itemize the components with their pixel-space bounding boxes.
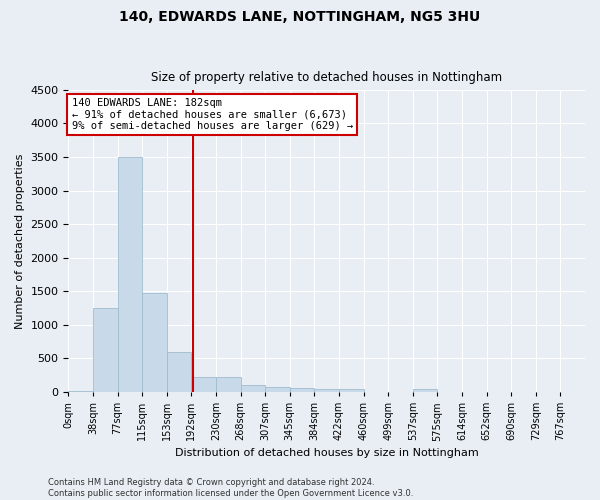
X-axis label: Distribution of detached houses by size in Nottingham: Distribution of detached houses by size … xyxy=(175,448,479,458)
Bar xyxy=(191,376,216,392)
Text: 140, EDWARDS LANE, NOTTINGHAM, NG5 3HU: 140, EDWARDS LANE, NOTTINGHAM, NG5 3HU xyxy=(119,10,481,24)
Text: Contains HM Land Registry data © Crown copyright and database right 2024.
Contai: Contains HM Land Registry data © Crown c… xyxy=(48,478,413,498)
Bar xyxy=(265,386,290,392)
Bar xyxy=(167,352,191,392)
Bar xyxy=(413,390,437,392)
Title: Size of property relative to detached houses in Nottingham: Size of property relative to detached ho… xyxy=(151,72,502,85)
Text: 140 EDWARDS LANE: 182sqm
← 91% of detached houses are smaller (6,673)
9% of semi: 140 EDWARDS LANE: 182sqm ← 91% of detach… xyxy=(71,98,353,131)
Bar xyxy=(339,388,364,392)
Y-axis label: Number of detached properties: Number of detached properties xyxy=(15,153,25,328)
Bar xyxy=(290,388,314,392)
Bar xyxy=(93,308,118,392)
Bar xyxy=(216,378,241,392)
Bar xyxy=(118,157,142,392)
Bar xyxy=(314,390,339,392)
Bar xyxy=(142,294,167,392)
Bar xyxy=(241,384,265,392)
